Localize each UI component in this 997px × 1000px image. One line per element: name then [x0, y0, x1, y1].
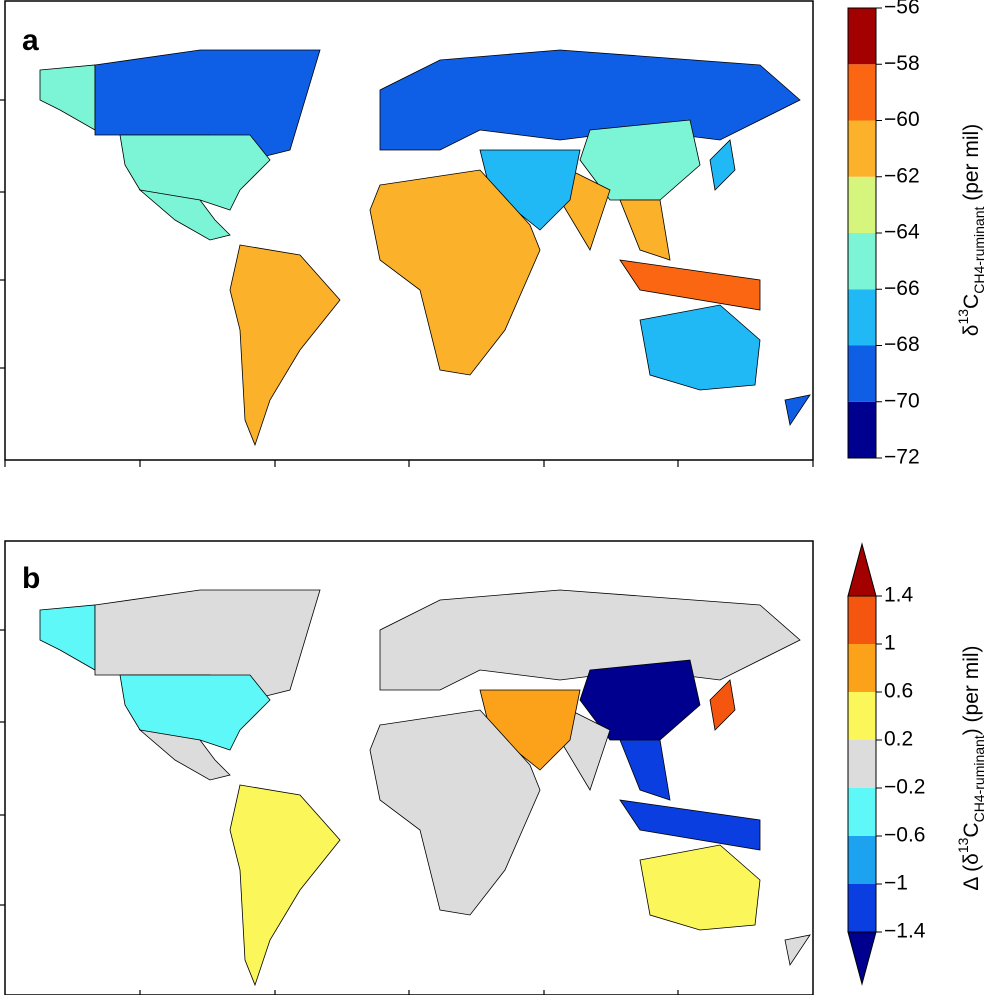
colorbar-tick-label: −64	[884, 221, 920, 244]
label-part: 13	[955, 309, 971, 325]
colorbar-tick-label: 1.4	[884, 584, 914, 607]
colorbar-tick-label: −68	[884, 333, 920, 356]
colorbar-segment	[848, 401, 876, 458]
colorbar-tick-label: −0.2	[884, 776, 925, 799]
label-part: CH4-ruminant	[971, 207, 987, 294]
panel-label: a	[22, 24, 39, 57]
colorbar-tick-label: −62	[884, 164, 920, 187]
colorbar-segment	[848, 788, 876, 836]
colorbar-tick-label: −0.6	[884, 824, 925, 847]
label-part: ) (per mil)	[960, 645, 983, 735]
label-part: CH4-ruminant	[971, 735, 987, 822]
label-part: C	[960, 822, 983, 837]
colorbar-extend-max	[847, 542, 877, 597]
colorbar-segment	[848, 596, 876, 644]
colorbar-tick-label: −60	[884, 108, 920, 131]
colorbar-tick-label: −56	[884, 0, 920, 19]
label-part: 13	[955, 837, 971, 853]
colorbar-segment	[848, 8, 876, 65]
frame-ticks	[0, 99, 814, 995]
colorbar-tick-label: 1	[884, 632, 896, 655]
colorbar-tick-label: −70	[884, 389, 920, 412]
colorbar-segment	[848, 120, 876, 177]
colorbar-label: δ13CCH4-ruminant (per mil)	[955, 124, 987, 336]
panel-label: b	[22, 562, 40, 595]
colorbar-segment	[848, 740, 876, 788]
colorbar-extend-min	[847, 931, 877, 986]
colorbar-frame	[847, 595, 877, 933]
colorbar-tick-label: −1	[884, 872, 908, 895]
colorbar-segment	[848, 176, 876, 233]
map-a	[4, 0, 814, 461]
label-part: (per mil)	[960, 124, 983, 207]
colorbar-segment	[848, 345, 876, 402]
colorbar-segment	[848, 884, 876, 932]
colorbar-segment	[848, 692, 876, 740]
colorbar-tick-label: −66	[884, 277, 920, 300]
label-part: Δ (δ	[960, 853, 983, 890]
colorbar-label: Δ (δ13CCH4-ruminant) (per mil)	[955, 645, 987, 890]
colorbar-segment	[848, 289, 876, 346]
colorbar-segment	[848, 644, 876, 692]
colorbar-tick-label: −58	[884, 52, 920, 75]
colorbar-tick-label: 0.6	[884, 680, 913, 703]
label-part: δ	[960, 325, 983, 337]
colorbar-segment	[848, 64, 876, 121]
colorbar-segment	[848, 836, 876, 884]
colorbar-segment	[848, 233, 876, 290]
colorbar-tick-label: 0.2	[884, 728, 913, 751]
map-b	[4, 540, 814, 996]
label-part: C	[960, 294, 983, 309]
colorbar-tick-label: −1.4	[884, 920, 926, 943]
colorbar-tick-label: −72	[884, 446, 920, 469]
